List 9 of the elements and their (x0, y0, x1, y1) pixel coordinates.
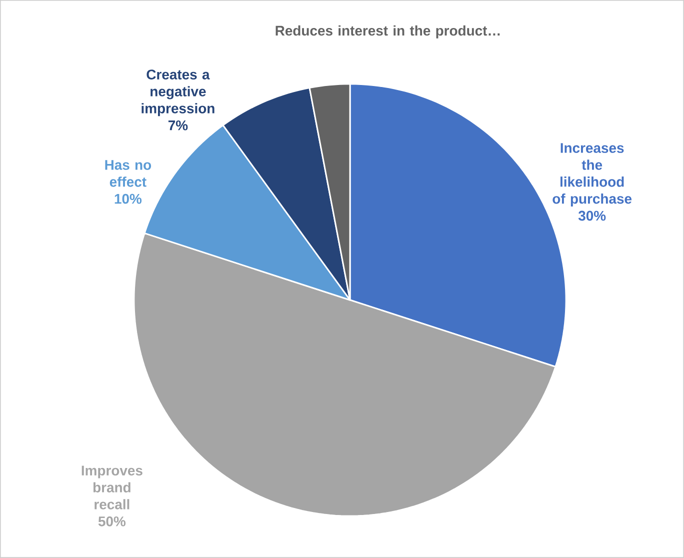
data-label: 7% (168, 120, 188, 130)
data-label: 10% (114, 194, 142, 204)
slice-label: Creates a negative impression (142, 70, 214, 116)
data-label: 30% (578, 210, 606, 221)
slice-label: Improves brand recall (82, 466, 142, 510)
slice-label: Has no effect (105, 160, 152, 187)
slice-label: Increases the likelihood of purchase (552, 143, 632, 207)
slice-label: Reduces interest in the product… (276, 25, 500, 38)
data-label: 50% (98, 516, 126, 526)
